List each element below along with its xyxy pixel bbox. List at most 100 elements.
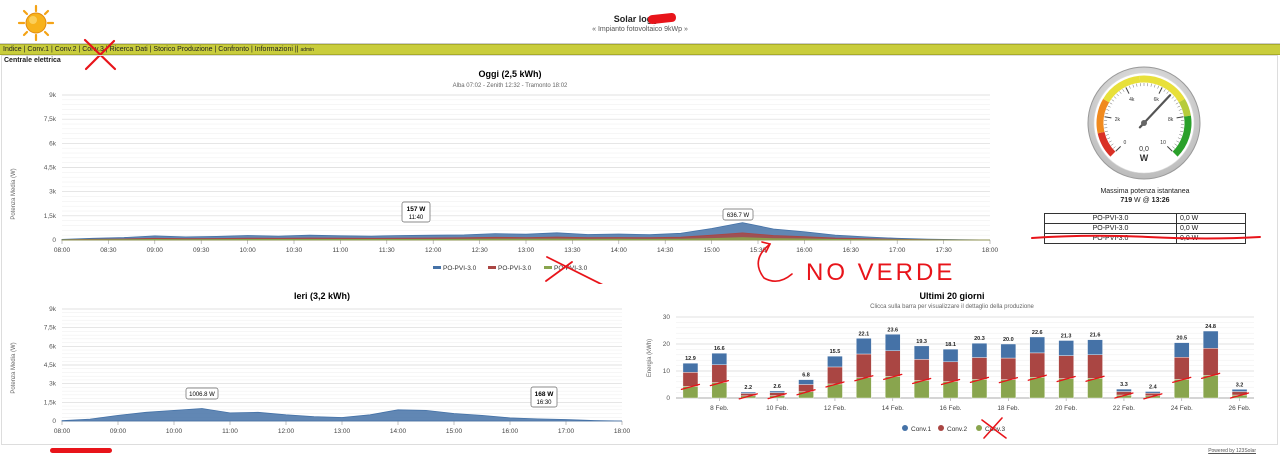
bar-segment-conv2[interactable] (971, 357, 988, 380)
bar-segment-conv1[interactable] (740, 391, 756, 394)
bar-total-label: 20.3 (974, 336, 985, 342)
bar-segment-conv1[interactable] (885, 334, 901, 351)
today-power-chart[interactable]: Oggi (2,5 kWh) Alba 07:02 - Zenith 12:32… (4, 64, 1028, 284)
nav-item-conv1[interactable]: Conv.1 (27, 46, 50, 53)
x-tick-label: 15:30 (750, 247, 767, 254)
today-chart-title: Oggi (2,5 kWh) (479, 69, 542, 79)
gauge-tick (1179, 134, 1183, 136)
max-power-value-line: 719 W @ 13:26 (1044, 196, 1246, 205)
bar-segment-conv1[interactable] (827, 355, 843, 368)
x-tick-label: 24 Feb. (1171, 405, 1193, 412)
bar-segment-conv2[interactable] (1174, 357, 1190, 380)
legend-item-1[interactable]: PO-PVI-3.0 (443, 265, 477, 272)
bar-segment-conv3[interactable] (1087, 378, 1103, 399)
y-tick-label: 0 (666, 395, 670, 402)
gauge-tick (1177, 105, 1181, 108)
bar-segment-conv3[interactable] (1202, 375, 1219, 399)
legend-item-2[interactable]: PO-PVI-3.0 (498, 265, 532, 272)
legend-item-conv2[interactable]: Conv.2 (947, 426, 967, 433)
bar-segment-conv1[interactable] (769, 390, 785, 393)
gauge-tick (1111, 99, 1115, 102)
bar-segment-conv2[interactable] (913, 359, 930, 381)
bar-segment-conv3[interactable] (856, 377, 872, 399)
x-tick-label: 14:30 (657, 247, 674, 254)
bar-total-label: 12.9 (685, 356, 696, 362)
bar-segment-conv1[interactable] (1202, 330, 1219, 349)
yday-x-ticks: 08:00 09:00 10:00 11:00 12:00 13:00 14:00 15:00… (54, 428, 631, 435)
y-tick-label: 3k (49, 381, 57, 388)
bar-segment-conv2[interactable] (827, 366, 843, 385)
x-tick-label: 17:00 (558, 428, 575, 435)
last-20-days-chart[interactable]: Ultimi 20 giorni Clicca sulla barra per … (640, 286, 1264, 442)
bar-segment-conv2[interactable] (1029, 352, 1045, 378)
gauge-band (1139, 75, 1185, 103)
bar-segment-conv1[interactable] (1000, 343, 1017, 359)
bar-segment-conv1[interactable] (856, 338, 872, 355)
nav-item-conv2[interactable]: Conv.2 (54, 46, 77, 53)
bar-segment-conv3[interactable] (1058, 378, 1074, 399)
bar-segment-conv2[interactable] (1087, 354, 1103, 379)
gauge-tick-label: 0 (1124, 140, 1127, 146)
today-y-ticks: 0 1,5k 3k 4,5k 6k 7,5k 9k (44, 92, 57, 244)
header: Solar logger « Impianto fotovoltaico 9kW… (0, 0, 1280, 44)
legend-item-conv1[interactable]: Conv.1 (911, 426, 931, 433)
bar-segment-conv1[interactable] (942, 348, 959, 363)
tooltip-value: 157 W (407, 206, 427, 213)
bars-stacked-bars[interactable]: 12.9 16.6 2.2 2.6 6.8 15.5 22.1 23.6 19.3 18.1 20.… (682, 324, 1248, 399)
nav-item-conv3[interactable]: Conv.3 (82, 46, 104, 53)
gauge-tick (1175, 102, 1179, 105)
bars-x-ticks: 8 Feb. 10 Feb. 12 Feb. 14 Feb. 16 Feb. 18 Feb… (710, 405, 1251, 412)
nav-item-indice[interactable]: Indice (3, 46, 22, 53)
today-series-areas (61, 222, 991, 241)
red-strike (1056, 375, 1076, 383)
bar-segment-conv2[interactable] (1202, 348, 1219, 376)
bar-segment-conv1[interactable] (682, 362, 699, 373)
nav-item-admin[interactable]: admin (300, 47, 315, 53)
gauge-tick (1176, 116, 1184, 119)
bar-segment-conv3[interactable] (885, 376, 901, 399)
yesterday-power-chart[interactable]: Ieri (3,2 kWh) Potenza Media (W) 08:00 09… (4, 286, 632, 442)
bar-segment-conv3[interactable] (1029, 377, 1045, 399)
bar-segment-conv2[interactable] (942, 361, 959, 382)
bar-segment-conv2[interactable] (885, 350, 901, 377)
bar-segment-conv3[interactable] (1174, 379, 1190, 399)
bar-segment-conv2[interactable] (682, 372, 699, 387)
bar-segment-conv1[interactable] (1116, 388, 1132, 392)
nav-item-confronto[interactable]: Confronto (218, 46, 250, 53)
bar-segment-conv1[interactable] (971, 342, 988, 358)
inverter-name: PO-PVI-3.0 (1044, 213, 1177, 224)
bar-segment-conv1[interactable] (1058, 340, 1074, 356)
bar-segment-conv1[interactable] (798, 379, 814, 385)
bar-segment-conv2[interactable] (1058, 355, 1074, 379)
red-strike (1201, 372, 1221, 379)
bar-segment-conv1[interactable] (913, 345, 930, 360)
nav-item-storico-produzione[interactable]: Storico Produzione (153, 46, 213, 53)
footer-link[interactable]: Powered by 123Solar (1208, 448, 1256, 454)
bar-segment-conv3[interactable] (971, 379, 988, 399)
tooltip-value: 636.7 W (727, 213, 750, 219)
bar-segment-conv1[interactable] (1174, 342, 1190, 358)
bar-segment-conv1[interactable] (1029, 336, 1045, 354)
x-tick-label: 12:00 (425, 247, 442, 254)
bar-segment-conv1[interactable] (1087, 339, 1103, 356)
yday-grid (61, 308, 623, 425)
gauge-tick (1113, 146, 1116, 149)
bar-segment-conv1[interactable] (1231, 389, 1248, 392)
nav-item-ricerca-dati[interactable]: Ricerca Dati (109, 46, 148, 53)
bar-total-label: 2.6 (773, 384, 781, 390)
bar-segment-conv3[interactable] (1000, 379, 1017, 399)
bar-segment-conv1[interactable] (1145, 391, 1161, 394)
bar-segment-conv2[interactable] (711, 364, 728, 383)
bar-segment-conv2[interactable] (856, 353, 872, 378)
bar-total-label: 22.1 (858, 331, 869, 337)
nav-item-informazioni[interactable]: Informazioni (254, 46, 293, 53)
gauge-band (1096, 98, 1110, 134)
gauge-tick (1179, 112, 1183, 114)
tooltip-1157w: 157 W 11:40 (401, 201, 431, 223)
bar-total-label: 23.6 (887, 327, 898, 333)
gauge-tick (1177, 137, 1181, 140)
bar-segment-conv1[interactable] (711, 352, 728, 365)
bar-segment-conv2[interactable] (1000, 357, 1017, 380)
x-tick-label: 15:00 (703, 247, 720, 254)
x-tick-label: 10:00 (239, 247, 256, 254)
